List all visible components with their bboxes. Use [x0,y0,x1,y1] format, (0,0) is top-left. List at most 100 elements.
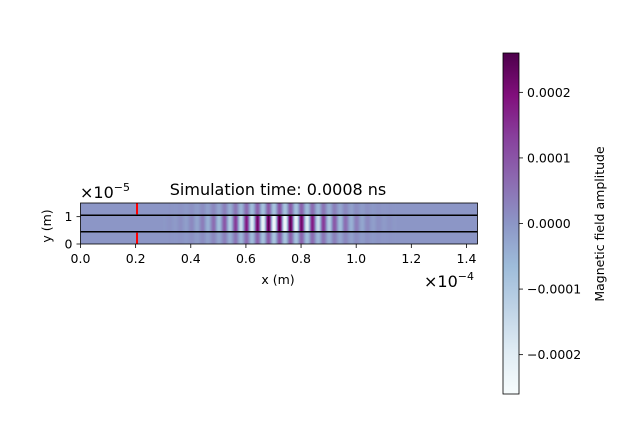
wave-stripe-upper [358,203,360,216]
wave-stripe-core [314,215,316,232]
wave-stripe-core [310,215,313,232]
wave-stripe-lower [235,231,238,244]
wave-stripe-core [243,215,246,232]
wave-stripe-upper [323,203,325,216]
wave-stripe-core [197,215,199,232]
wave-stripe-core [270,215,272,232]
y-scale-base: ×10 [80,183,114,202]
wave-stripe-upper [318,203,321,216]
wave-stripe-upper [338,203,340,216]
wave-stripe-lower [167,231,170,244]
wave-stripe-core [164,215,166,232]
wave-stripe-upper [254,203,257,216]
wave-stripe-upper [219,203,221,216]
wave-stripe-lower [346,231,348,244]
wave-stripe-upper [298,203,301,216]
wave-stripe-lower [220,231,222,244]
wave-stripe-upper [380,203,382,216]
wave-stripe-core [291,215,293,232]
wave-stripe-core [365,215,367,232]
wave-stripe-lower [310,231,313,244]
wave-stripe-core [187,215,189,232]
wave-stripe-upper [369,203,371,216]
wave-stripe-upper [229,203,231,216]
wave-stripe-lower [328,231,331,244]
wave-stripe-core [376,215,378,232]
wave-stripe-lower [227,231,229,244]
wave-stripe-upper [277,203,280,216]
wave-stripe-core [219,215,221,232]
wave-stripe-core [248,215,250,232]
wave-stripe-lower [275,231,278,244]
colorbar-tick-label: 0.0002 [527,85,571,100]
wave-stripe-lower [180,231,183,244]
wave-stripe-core [233,215,236,232]
wave-stripe-upper [384,203,387,216]
wave-stripe-upper [170,203,173,216]
wave-stripe-upper [282,203,284,216]
wave-stripe-upper [345,203,347,216]
wave-stripe-upper [270,203,272,216]
wave-stripe-core [383,215,386,232]
wave-stripe-upper [361,203,364,216]
wave-stripe-lower [206,231,208,244]
x-tick-label: 0.2 [126,251,146,266]
wave-stripe-upper [269,203,271,216]
wave-stripe-core [274,215,276,232]
wave-stripe-core [292,215,294,232]
wave-stripe-core [166,215,168,232]
wave-stripe-lower [228,231,230,244]
wave-stripe-lower [267,231,270,244]
wave-stripe-core [359,215,361,232]
x-tick-label: 1.0 [346,251,366,266]
wave-stripe-core [373,215,376,232]
wave-stripe-lower [279,231,281,244]
wave-stripe-core [259,215,261,232]
wave-stripe-lower [395,231,398,244]
wave-stripe-upper [195,203,197,216]
wave-stripe-core [170,215,173,232]
wave-stripe-upper [255,203,258,216]
wave-stripe-core [237,215,239,232]
wave-stripe-lower [169,231,172,244]
wave-stripe-upper [163,203,165,216]
wave-stripe-upper [363,203,366,216]
wave-stripe-core [396,215,399,232]
wave-stripe-upper [235,203,238,216]
wave-stripe-lower [237,231,239,244]
wave-stripe-upper [234,203,237,216]
wave-stripe-core [368,215,370,232]
wave-stripe-upper [216,203,218,216]
wave-stripe-core [334,215,336,232]
wave-stripe-core [230,215,232,232]
wave-stripe-lower [282,231,284,244]
wave-stripe-lower [218,231,220,244]
wave-stripe-core [357,215,359,232]
wave-stripe-lower [302,231,304,244]
wave-stripe-core [328,215,331,232]
x-axis-label: x (m) [261,272,294,287]
wave-stripe-upper [326,203,328,216]
wave-stripe-core [302,215,304,232]
svg-text:×10−5: ×10−5 [80,181,130,202]
wave-stripe-upper [201,203,204,216]
wave-stripe-upper [189,203,192,216]
wave-stripe-core [363,215,366,232]
wave-stripe-upper [238,203,240,216]
wave-stripe-core [356,215,358,232]
wave-stripe-core [277,215,280,232]
wave-stripe-lower [261,231,263,244]
wave-stripe-core [231,215,233,232]
wave-stripe-core [168,215,171,232]
wave-stripe-core [358,215,360,232]
wave-stripe-upper [299,203,302,216]
x-tick-label: 0.8 [291,251,311,266]
wave-stripe-lower [221,231,224,244]
wave-stripe-upper [177,203,179,216]
wave-stripe-upper [285,203,288,216]
wave-stripe-lower [245,231,248,244]
wave-stripe-upper [336,203,338,216]
wave-stripe-upper [265,203,268,216]
wave-stripe-upper [362,203,365,216]
plot-frame [80,202,478,245]
